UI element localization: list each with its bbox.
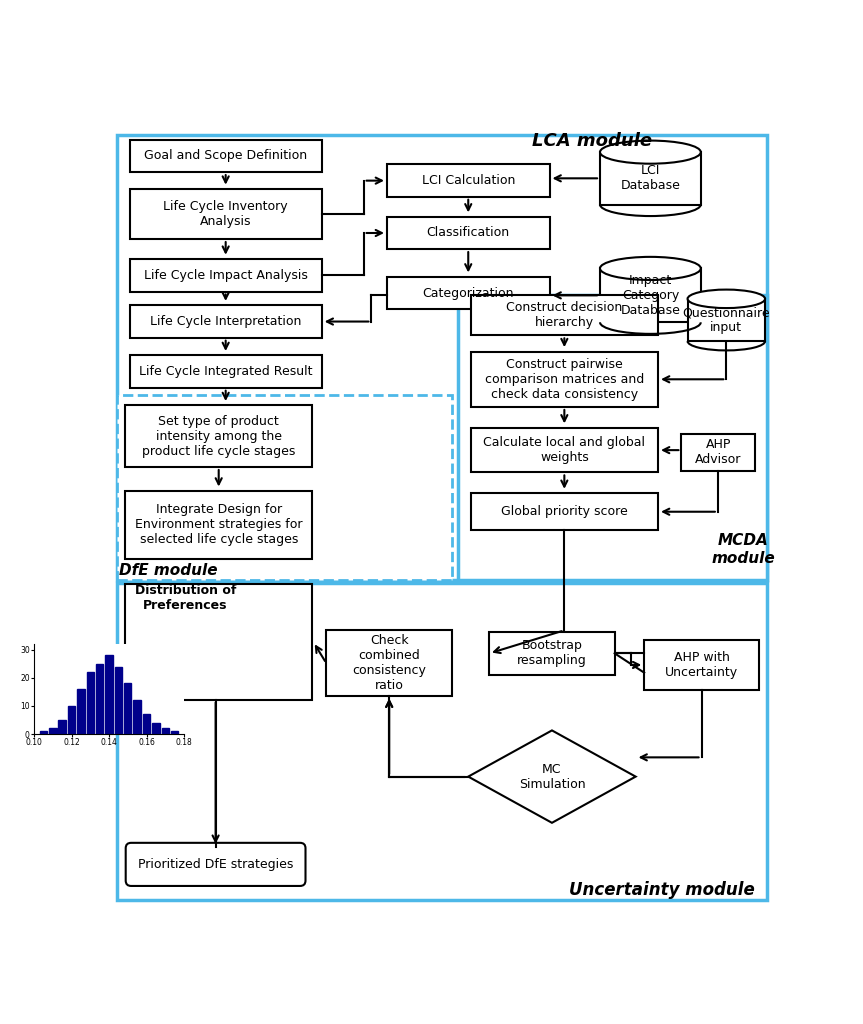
Bar: [124, 683, 131, 734]
Text: Life Cycle Impact Analysis: Life Cycle Impact Analysis: [144, 269, 307, 282]
Ellipse shape: [600, 140, 701, 164]
Bar: [117, 135, 766, 581]
Text: Check
combined
consistency
ratio: Check combined consistency ratio: [352, 634, 426, 692]
Bar: [142, 715, 150, 734]
Bar: [86, 672, 94, 734]
Bar: [129, 259, 322, 292]
Text: Life Cycle Inventory
Analysis: Life Cycle Inventory Analysis: [163, 200, 288, 228]
Text: Life Cycle Integrated Result: Life Cycle Integrated Result: [139, 366, 312, 378]
Text: Construct pairwise
comparison matrices and
check data consistency: Construct pairwise comparison matrices a…: [485, 357, 644, 400]
Bar: [600, 153, 701, 205]
Text: DfE module: DfE module: [119, 563, 217, 578]
Bar: [125, 490, 312, 559]
Text: LCA module: LCA module: [532, 132, 652, 151]
Text: Bootstrap
resampling: Bootstrap resampling: [517, 639, 587, 668]
Text: LCI
Database: LCI Database: [620, 164, 680, 193]
Bar: [489, 632, 614, 675]
Bar: [68, 706, 75, 734]
Text: Integrate Design for
Environment strategies for
selected life cycle stages: Integrate Design for Environment strateg…: [135, 504, 302, 547]
Bar: [129, 140, 322, 172]
Bar: [117, 395, 452, 581]
Bar: [387, 165, 550, 197]
Bar: [171, 731, 179, 734]
Bar: [115, 667, 123, 734]
Text: Construct decision
hierarchy: Construct decision hierarchy: [507, 301, 622, 330]
Bar: [134, 700, 141, 734]
Bar: [152, 723, 160, 734]
Ellipse shape: [600, 257, 701, 280]
Polygon shape: [469, 730, 636, 823]
Text: Life Cycle Interpretation: Life Cycle Interpretation: [150, 315, 301, 328]
Text: Categorization: Categorization: [423, 287, 514, 300]
Bar: [600, 268, 701, 323]
Bar: [470, 295, 658, 336]
Bar: [40, 731, 47, 734]
Bar: [125, 584, 312, 699]
Text: LCI Calculation: LCI Calculation: [421, 174, 515, 187]
Text: Global priority score: Global priority score: [501, 505, 627, 518]
Ellipse shape: [688, 290, 765, 308]
Text: Set type of product
intensity among the
product life cycle stages: Set type of product intensity among the …: [142, 415, 295, 458]
Bar: [129, 305, 322, 338]
Bar: [458, 295, 766, 581]
Bar: [470, 351, 658, 407]
Text: Goal and Scope Definition: Goal and Scope Definition: [144, 150, 307, 163]
Bar: [470, 428, 658, 472]
Bar: [644, 640, 759, 689]
Bar: [129, 355, 322, 388]
Bar: [125, 406, 312, 467]
Bar: [470, 494, 658, 530]
Text: AHP
Advisor: AHP Advisor: [695, 438, 741, 467]
Text: Impact
Category
Database: Impact Category Database: [620, 273, 680, 316]
Bar: [49, 728, 56, 734]
Bar: [688, 299, 765, 341]
Bar: [326, 631, 452, 695]
Bar: [161, 728, 169, 734]
Text: Calculate local and global
weights: Calculate local and global weights: [483, 436, 646, 464]
Text: MCDA
module: MCDA module: [711, 534, 775, 565]
FancyBboxPatch shape: [126, 843, 306, 886]
Bar: [129, 189, 322, 240]
Text: Distribution of
Preferences: Distribution of Preferences: [135, 584, 236, 612]
Bar: [682, 434, 755, 471]
Text: Prioritized DfE strategies: Prioritized DfE strategies: [138, 858, 293, 870]
Bar: [59, 720, 66, 734]
Bar: [77, 689, 85, 734]
Text: MC
Simulation: MC Simulation: [519, 763, 585, 791]
Text: Uncertainty module: Uncertainty module: [569, 881, 755, 899]
Bar: [387, 217, 550, 249]
Text: AHP with
Uncertainty: AHP with Uncertainty: [665, 650, 738, 679]
Text: Classification: Classification: [426, 226, 510, 240]
Bar: [96, 664, 104, 734]
Bar: [117, 583, 766, 900]
Bar: [105, 655, 113, 734]
Text: Questionnaire
input: Questionnaire input: [683, 306, 770, 334]
Bar: [387, 276, 550, 309]
